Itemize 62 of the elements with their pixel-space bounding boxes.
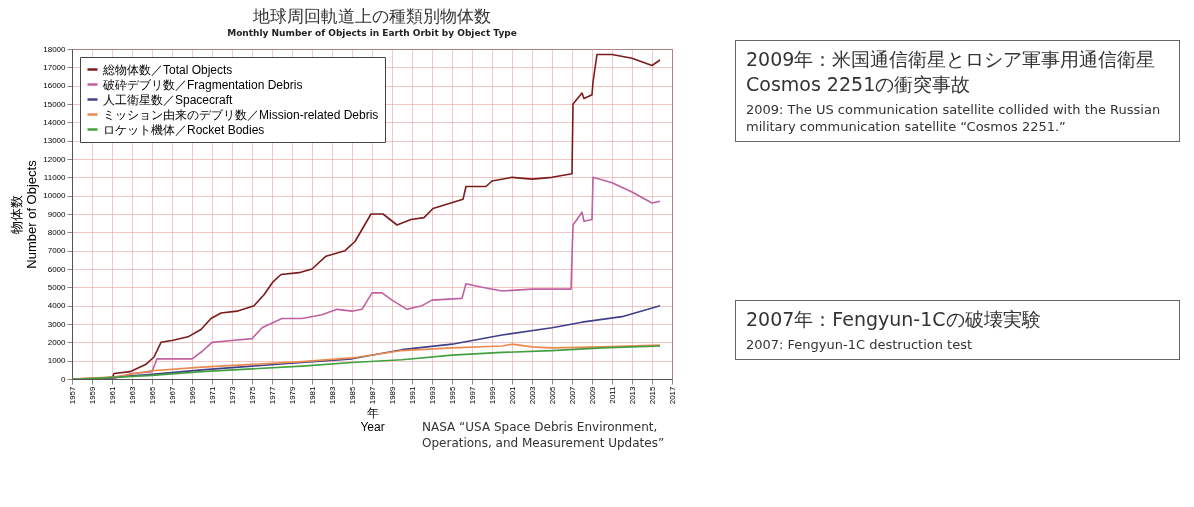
y-tick-label: 11000 <box>43 172 67 182</box>
x-tick-label: 1963 <box>127 385 137 405</box>
text: NASA “USA Space Debris Environment, Operations, and Measurement Updates” <box>422 419 666 451</box>
text: 2007年：Fengyun-1Cの破壊実験 2007: Fengyun-1C destruction test <box>746 307 1042 353</box>
x-tick-label: 2005 <box>547 385 557 405</box>
x-tick-label: 1995 <box>447 385 457 405</box>
x-tick-label: 2003 <box>527 385 537 405</box>
x-tick-label: 1959 <box>87 385 97 405</box>
x-tick-label: 1971 <box>207 385 217 405</box>
x-tick-label: 1989 <box>387 385 397 405</box>
chart-title: 地球周回軌道上の種類別物体数 <box>252 6 491 26</box>
y-tick-label: 8000 <box>47 227 67 237</box>
x-tick-label: 1977 <box>267 385 277 405</box>
x-tick-label: 1975 <box>247 385 257 405</box>
x-tick-label: 1979 <box>287 385 297 405</box>
y-tick-label: 1000 <box>47 356 67 366</box>
x-tick-label: 1993 <box>427 385 437 405</box>
x-axis-title: 年 Year <box>360 406 385 435</box>
y-tick-label: 9000 <box>47 209 67 219</box>
y-tick-label: 7000 <box>47 246 67 256</box>
legend-label: 破砕デブリ数／Fragmentation Debris <box>102 77 303 92</box>
x-tick-label: 2009 <box>587 385 597 405</box>
x-tick-label: 1973 <box>227 385 237 405</box>
x-tick-label: 2013 <box>627 385 637 405</box>
y-tick-label: 13000 <box>43 136 67 146</box>
x-tick-label: 2001 <box>507 385 517 405</box>
x-tick-label: 2015 <box>647 385 657 405</box>
y-tick-label: 0 <box>61 374 67 384</box>
x-tick-label: 1991 <box>407 385 417 405</box>
y-axis-title: 物体数 Number of Objects <box>9 159 40 269</box>
x-tick-label: 1985 <box>347 385 357 405</box>
y-tick-label: 17000 <box>43 62 67 72</box>
x-tick-label: 1965 <box>147 385 157 405</box>
x-tick-label: 1981 <box>307 385 317 405</box>
y-tick-label: 18000 <box>43 44 67 54</box>
x-tick-label: 1987 <box>367 385 377 405</box>
legend-label: 総物体数／Total Objects <box>102 62 233 77</box>
x-tick-label: 1999 <box>487 385 497 405</box>
y-tick-label: 3000 <box>47 319 67 329</box>
y-tick-label: 2000 <box>47 337 67 347</box>
x-tick-label: 2017 <box>667 385 677 405</box>
x-tick-label: 1957 <box>67 385 77 405</box>
y-tick-label: 10000 <box>43 191 67 201</box>
legend-label: ミッション由来のデブリ数／Mission-related Debris <box>103 107 379 122</box>
chart-subtitle: Monthly Number of Objects in Earth Orbit by Object Type <box>227 28 517 38</box>
x-tick-label: 1967 <box>167 385 177 405</box>
y-tick-label: 15000 <box>43 99 67 109</box>
legend-label: ロケット機体／Rocket Bodies <box>103 122 265 137</box>
legend-label: 人工衛星数／Spacecraft <box>103 92 234 107</box>
x-tick-label: 2007 <box>567 385 577 405</box>
x-tick-label: 2011 <box>607 385 617 404</box>
y-tick-label: 5000 <box>47 282 67 292</box>
y-tick-label: 12000 <box>43 154 67 164</box>
text: 2009年：米国通信衛星とロシア軍事用通信衛星Cosmos 2251の衝突事故 2009: The US communication satellite collided with the Russian military communication satellite “Cosmos 2251.” <box>746 47 1162 135</box>
x-tick-label: 1997 <box>467 385 477 405</box>
y-tick-label: 16000 <box>43 81 67 91</box>
y-tick-label: 14000 <box>43 117 67 127</box>
x-tick-label: 1969 <box>187 385 197 405</box>
y-tick-label: 4000 <box>47 301 67 311</box>
y-tick-label: 6000 <box>47 264 67 274</box>
x-tick-label: 1961 <box>107 385 117 405</box>
x-tick-label: 1983 <box>327 385 337 405</box>
